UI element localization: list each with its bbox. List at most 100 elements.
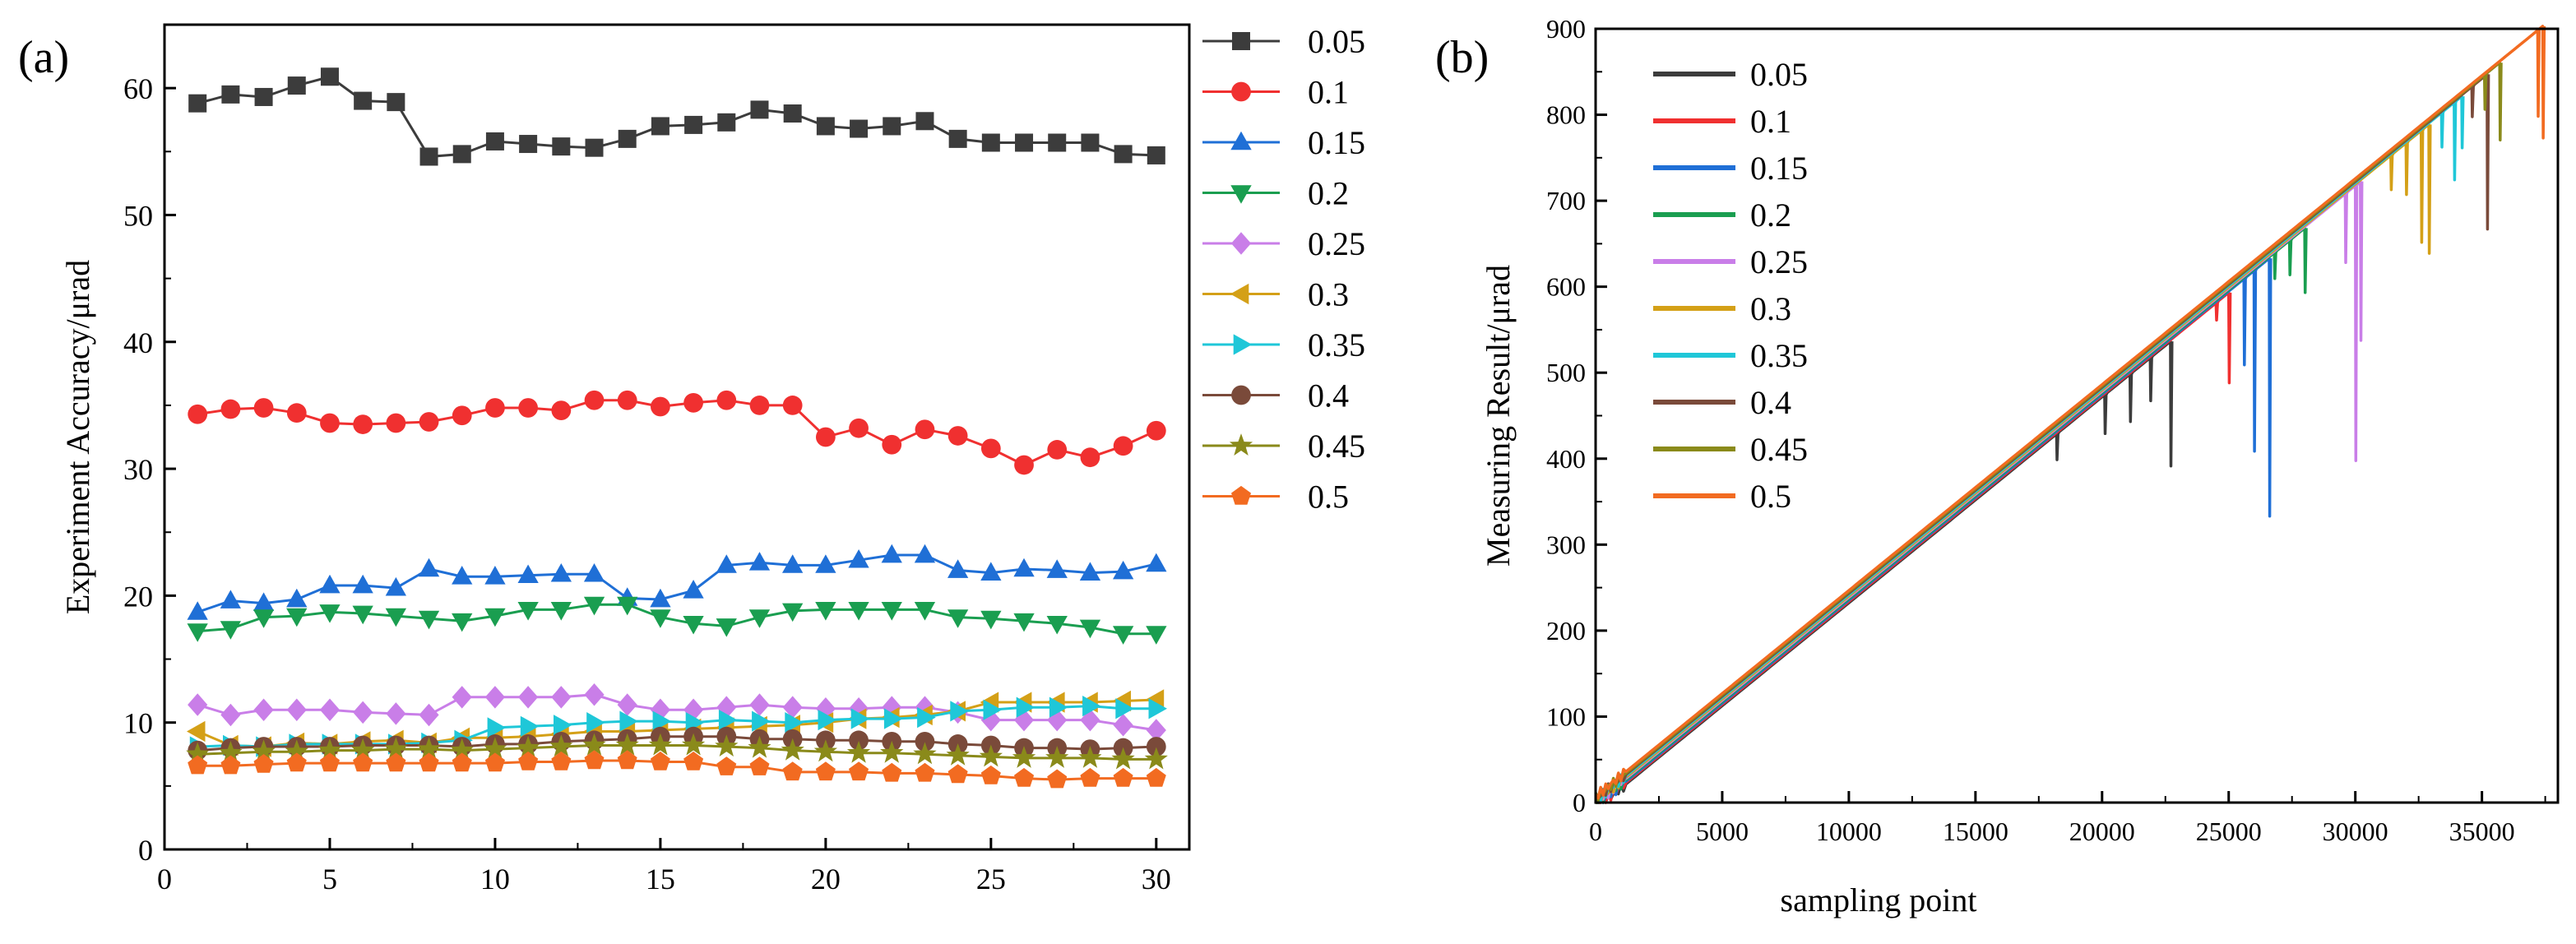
series-line-0.1 [197,399,1157,467]
data-point [286,752,307,772]
data-point [450,738,474,761]
legend-label: 0.25 [1308,225,1365,262]
data-point [716,757,737,775]
data-point [1144,747,1168,770]
x-tick-label: 10000 [1816,817,1882,846]
data-point [917,706,936,729]
data-point [980,438,1001,459]
y-tick-label: 50 [123,199,153,232]
data-point [586,712,605,733]
data-point [418,610,440,630]
data-point [419,412,439,432]
data-point [452,686,472,709]
series-line-0.2 [197,603,1156,636]
data-point [683,580,704,599]
data-point [615,733,639,756]
data-point [1113,436,1133,456]
data-point [1146,719,1166,742]
legend-marker [1231,81,1251,102]
data-point [785,712,804,733]
data-point [849,761,869,781]
x-tick-label: 30 [1142,863,1171,895]
data-point [187,623,208,642]
data-point [1045,746,1069,768]
data-point [487,717,507,738]
x-tick-label: 5000 [1696,817,1749,846]
x-tick-label: 15 [646,863,675,895]
data-point [518,751,539,770]
data-point [848,602,869,621]
panel-b-axes: 0 5000 10000 15000 20000 25000 30000 35000 0 100 2… [1546,14,2560,846]
data-point [485,398,505,418]
data-point [550,563,572,582]
data-point [815,602,836,621]
legend-marker [1233,334,1253,355]
data-point [749,693,770,716]
data-point [253,754,274,773]
panel-a-legend: 0.05 0.1 0.15 0.2 0.25 0.3 0.35 0.4 0.45 0.5 [1202,23,1365,516]
data-point [418,558,440,577]
data-point [1111,747,1135,770]
legend-marker [1231,385,1251,405]
legend-label: 0.5 [1750,478,1791,515]
data-point [783,104,802,123]
data-point [619,710,638,732]
x-tick-label: 20000 [2069,817,2135,846]
data-point [520,715,540,737]
data-point [1146,737,1166,757]
data-point [1079,619,1101,639]
data-point [484,752,505,772]
x-tick-label: 35000 [2449,817,2515,846]
data-point [354,91,373,110]
data-point [188,94,207,113]
legend-marker [1230,232,1252,255]
panel-b: (b) Measuring Result/μrad sampling point… [1435,14,2560,919]
data-point [386,752,406,772]
panel-a-series [186,67,1168,789]
data-point [815,761,836,781]
data-point [1048,133,1067,152]
data-point [1113,767,1133,787]
data-point [816,117,835,136]
data-point [946,743,970,766]
series-line-0.15 [197,553,1157,613]
series-line-0.5 [1594,25,2546,800]
legend-label: 0.3 [1750,290,1791,327]
data-point [583,563,605,582]
data-point [252,739,276,762]
data-point [1114,145,1133,164]
data-point [782,603,804,622]
data-point [518,686,539,709]
data-point [1012,746,1036,768]
data-point [650,588,671,608]
data-point [1049,696,1068,718]
y-tick-label: 30 [123,453,153,486]
data-point [1014,767,1035,787]
data-point [549,734,573,757]
data-point [253,592,275,611]
data-point [849,730,869,751]
data-point [221,85,240,104]
data-point [815,427,836,447]
data-point [452,145,471,164]
legend-label: 0.35 [1308,326,1365,363]
data-point [419,147,438,166]
legend-label: 0.2 [1308,175,1349,212]
data-point [947,764,968,784]
data-point [353,701,373,724]
data-point [188,404,208,424]
data-point [1047,769,1068,789]
x-tick-label: 25 [976,863,1006,895]
data-point [652,710,672,732]
data-point [716,390,737,410]
legend-marker [1230,131,1252,150]
data-point [1046,616,1068,635]
y-tick-label: 200 [1546,616,1586,646]
data-point [552,137,571,156]
data-point [286,698,307,721]
x-tick-label: 15000 [1943,817,2008,846]
y-tick-label: 600 [1546,272,1586,302]
y-tick-label: 400 [1546,444,1586,474]
data-point [782,761,803,781]
